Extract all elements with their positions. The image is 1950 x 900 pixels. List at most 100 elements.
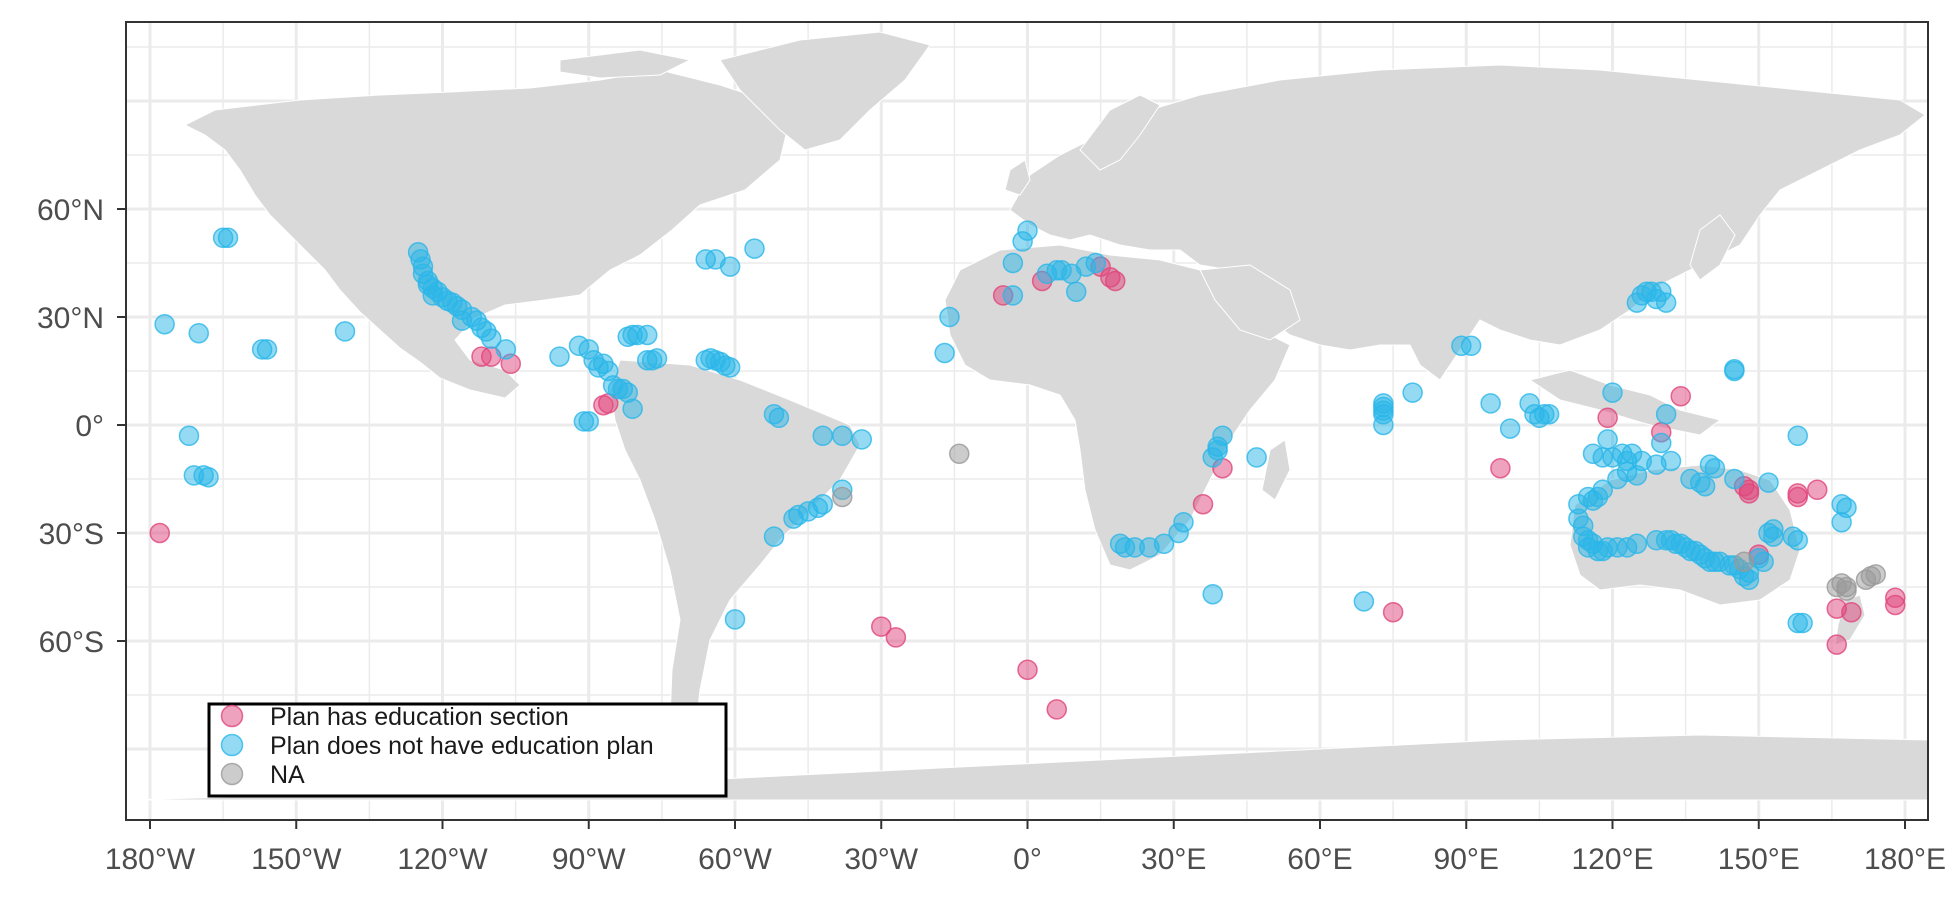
series-1-point [1002,252,1024,274]
series-1-point [1651,432,1672,454]
axis-ticks [117,208,1906,829]
x-tick-label: 60°E [1287,843,1352,876]
japan-landmass [1689,214,1736,281]
series-1-point [549,346,570,367]
madagascar-landmass [1261,439,1291,501]
series-1-point [763,526,785,547]
series-1-point [154,313,175,335]
series-1-point [1758,472,1779,493]
data-points [149,220,1906,720]
series-1-point [719,357,741,378]
south-america-landmass [609,359,861,746]
y-tick-label: 60°N [37,194,104,227]
y-tick-label: 30°N [37,302,104,335]
series-1-point [622,398,643,420]
series-1-point [1519,393,1540,414]
series-1-point [637,324,658,346]
legend-key-1 [220,733,244,757]
x-tick-label: 150°E [1718,843,1800,876]
series-1-point [1085,252,1106,274]
series-0-point [1807,479,1828,501]
series-1-point [1626,533,1648,555]
series-2-point [949,443,970,465]
series-2-point [1733,551,1755,573]
series-1-point [1792,612,1813,634]
series-1-point [812,493,833,515]
legend-box [207,702,728,798]
y-tick-label: 60°S [39,626,104,659]
arctic-islands-landmass [559,49,692,79]
series-1-point [481,328,502,349]
x-tick-label: 120°W [397,843,488,876]
series-1-point [744,238,765,259]
series-1-point [832,425,853,447]
series-1-point [198,466,219,488]
series-1-point [812,425,833,447]
series-1-point [422,285,443,306]
series-0-point [1787,486,1808,508]
series-1-point [768,407,790,429]
series-0-point [1105,270,1126,292]
series-1-point [578,411,599,432]
series-1-point [1597,429,1618,450]
series-0-point [1192,493,1214,515]
series-1-point [495,339,517,360]
series-1-point [1704,457,1726,479]
legend-label-2: NA [270,761,305,789]
series-1-point [724,609,746,630]
series-1-point [178,425,200,447]
x-tick-label: 180°W [105,843,196,876]
series-1-point [1724,358,1745,380]
series-0-point [1490,457,1511,479]
series-1-point [1480,393,1501,414]
y-tick-label: 30°S [39,518,104,551]
series-0-point [885,627,907,648]
legend-label-0: Plan has education section [270,703,569,731]
series-0-point [871,616,892,637]
series-2-point [1836,576,1857,598]
series-1-point [617,326,638,348]
series-0-point [1017,659,1038,681]
legend-key-2 [220,762,244,786]
scandinavia-landmass [1079,94,1161,171]
legend-label-1: Plan does not have education plan [270,732,654,760]
series-1-point [939,306,960,328]
series-1-point [1246,447,1267,468]
x-tick-label: 30°W [844,843,918,876]
legend-key-0 [220,704,244,728]
y-tick-label: 0° [75,410,104,443]
series-1-point [1499,418,1521,439]
x-tick-label: 90°E [1434,843,1499,876]
series-1-point [1202,447,1223,468]
series-2-point [832,486,853,508]
series-1-point [934,342,955,364]
series-0-point [1046,699,1067,720]
british-isles-landmass [1004,159,1031,196]
series-1-point [1660,450,1682,472]
series-2-point [1865,564,1886,585]
series-1-point [719,256,741,277]
series-1-point [1592,479,1613,501]
series-1-point [1831,511,1852,533]
series-0-point [149,522,170,544]
greenland-landmass [719,31,931,151]
series-1-point [1655,292,1677,313]
series-1-point [1763,526,1784,547]
x-tick-label: 60°W [698,843,772,876]
series-1-point [1066,281,1087,303]
series-1-point [1202,583,1223,605]
series-0-point [1841,601,1862,623]
x-tick-label: 30°E [1141,843,1206,876]
series-1-point [851,429,872,450]
series-1-point [1460,335,1482,357]
series-0-point [1826,634,1847,655]
axis-tick-labels: 180°W 150°W 120°W 90°W 60°W 30°W 0° 30°E 60°E 90°… [37,194,1946,876]
north-america-landmass [183,69,791,399]
series-1-point [1787,529,1808,551]
x-tick-label: 150°W [251,843,342,876]
series-1-point [1353,591,1375,612]
series-0-point [1597,407,1618,429]
series-1-point [1655,403,1677,425]
x-tick-label: 120°E [1571,843,1653,876]
